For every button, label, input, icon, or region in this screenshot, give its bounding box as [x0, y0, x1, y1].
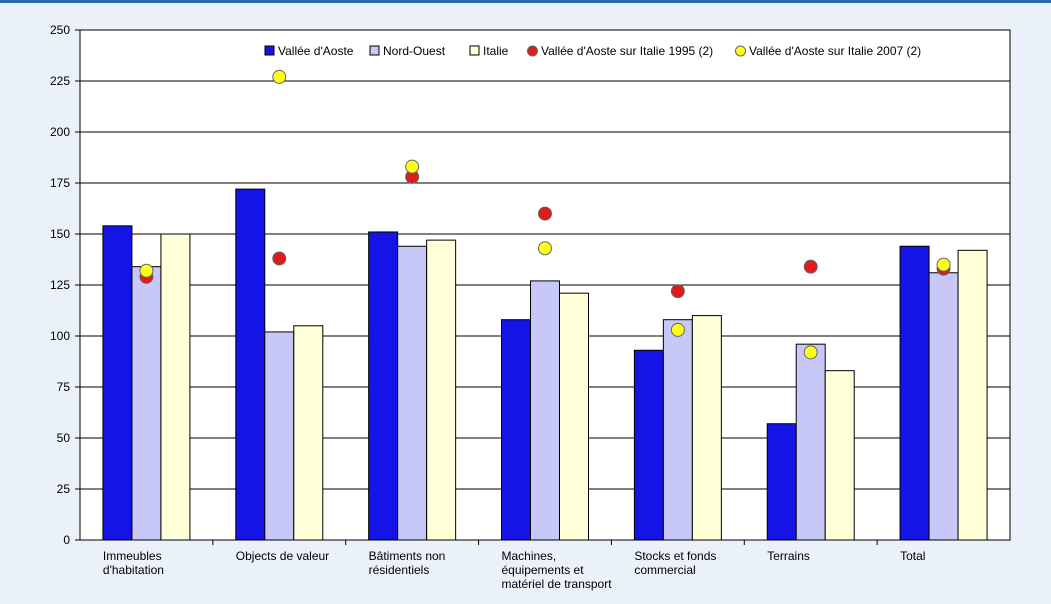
bar: [131, 266, 162, 541]
point: [139, 263, 154, 278]
category-label: résidentiels: [369, 563, 430, 577]
category-label: Objects de valeur: [236, 549, 329, 563]
bar: [766, 423, 797, 541]
y-tick-label: 50: [57, 431, 71, 445]
y-tick-label: 0: [63, 533, 70, 547]
bar: [264, 331, 295, 541]
category-label: commercial: [634, 563, 695, 577]
point: [538, 206, 552, 221]
point: [803, 345, 818, 360]
category-label: Terrains: [767, 549, 810, 563]
bar: [957, 249, 988, 541]
point: [405, 159, 420, 174]
legend: Vallée d'Aoste Nord-Ouest Italie Vallée d'A…: [264, 44, 921, 58]
bar: [426, 239, 457, 541]
y-tick-label: 200: [50, 125, 70, 139]
point: [272, 251, 287, 266]
y-tick-label: 125: [50, 278, 70, 292]
bar: [662, 319, 693, 541]
category-label: Stocks et fonds: [634, 549, 716, 563]
point: [803, 259, 818, 274]
point: [538, 241, 552, 256]
y-tick-label: 100: [50, 329, 70, 343]
legend-label: Vallée d'Aoste sur Italie 2007 (2): [749, 44, 921, 58]
bar: [501, 319, 531, 541]
chart: 0 25 50 75 100 125 150 175 200 225 250 Immeublesd'…: [50, 23, 1011, 591]
point: [272, 69, 287, 84]
bar: [160, 233, 191, 541]
legend-swatch: [369, 45, 380, 56]
bar: [397, 245, 428, 541]
y-tick-label: 250: [50, 23, 70, 37]
y-tick-label: 175: [50, 176, 70, 190]
bar: [102, 225, 133, 541]
legend-label: Vallée d'Aoste: [278, 44, 354, 58]
bar: [824, 370, 855, 541]
point: [670, 322, 685, 337]
bar: [293, 325, 324, 541]
bar: [928, 272, 959, 541]
legend-label: Vallée d'Aoste sur Italie 1995 (2): [541, 44, 713, 58]
category-label: matériel de transport: [502, 577, 613, 591]
y-tick-label: 25: [57, 482, 71, 496]
y-axis: 0 25 50 75 100 125 150 175 200 225 250: [50, 23, 80, 547]
legend-swatch: [264, 45, 275, 56]
category-label: équipements et: [502, 563, 585, 577]
category-label: Machines,: [502, 549, 557, 563]
legend-swatch: [469, 45, 480, 56]
bar: [691, 315, 722, 541]
y-tick-label: 225: [50, 74, 70, 88]
bar: [530, 280, 560, 541]
point: [670, 284, 685, 299]
points: [139, 69, 951, 360]
gridlines: [80, 80, 1010, 490]
category-label: Total: [900, 549, 925, 563]
bar: [368, 231, 399, 541]
bar: [899, 245, 930, 541]
bar: [559, 292, 589, 541]
y-tick-label: 75: [57, 380, 71, 394]
bar: [633, 349, 664, 541]
y-tick-label: 150: [50, 227, 70, 241]
legend-swatch: [527, 45, 538, 57]
point: [936, 257, 951, 272]
bars: [102, 188, 988, 541]
category-label: Bâtiments non: [369, 549, 446, 563]
legend-label: Nord-Ouest: [383, 44, 446, 58]
bar: [795, 343, 826, 541]
category-label: Immeubles: [103, 549, 162, 563]
legend-label: Italie: [483, 44, 509, 58]
category-label: d'habitation: [103, 563, 164, 577]
bar: [235, 188, 266, 541]
legend-swatch: [735, 45, 746, 57]
